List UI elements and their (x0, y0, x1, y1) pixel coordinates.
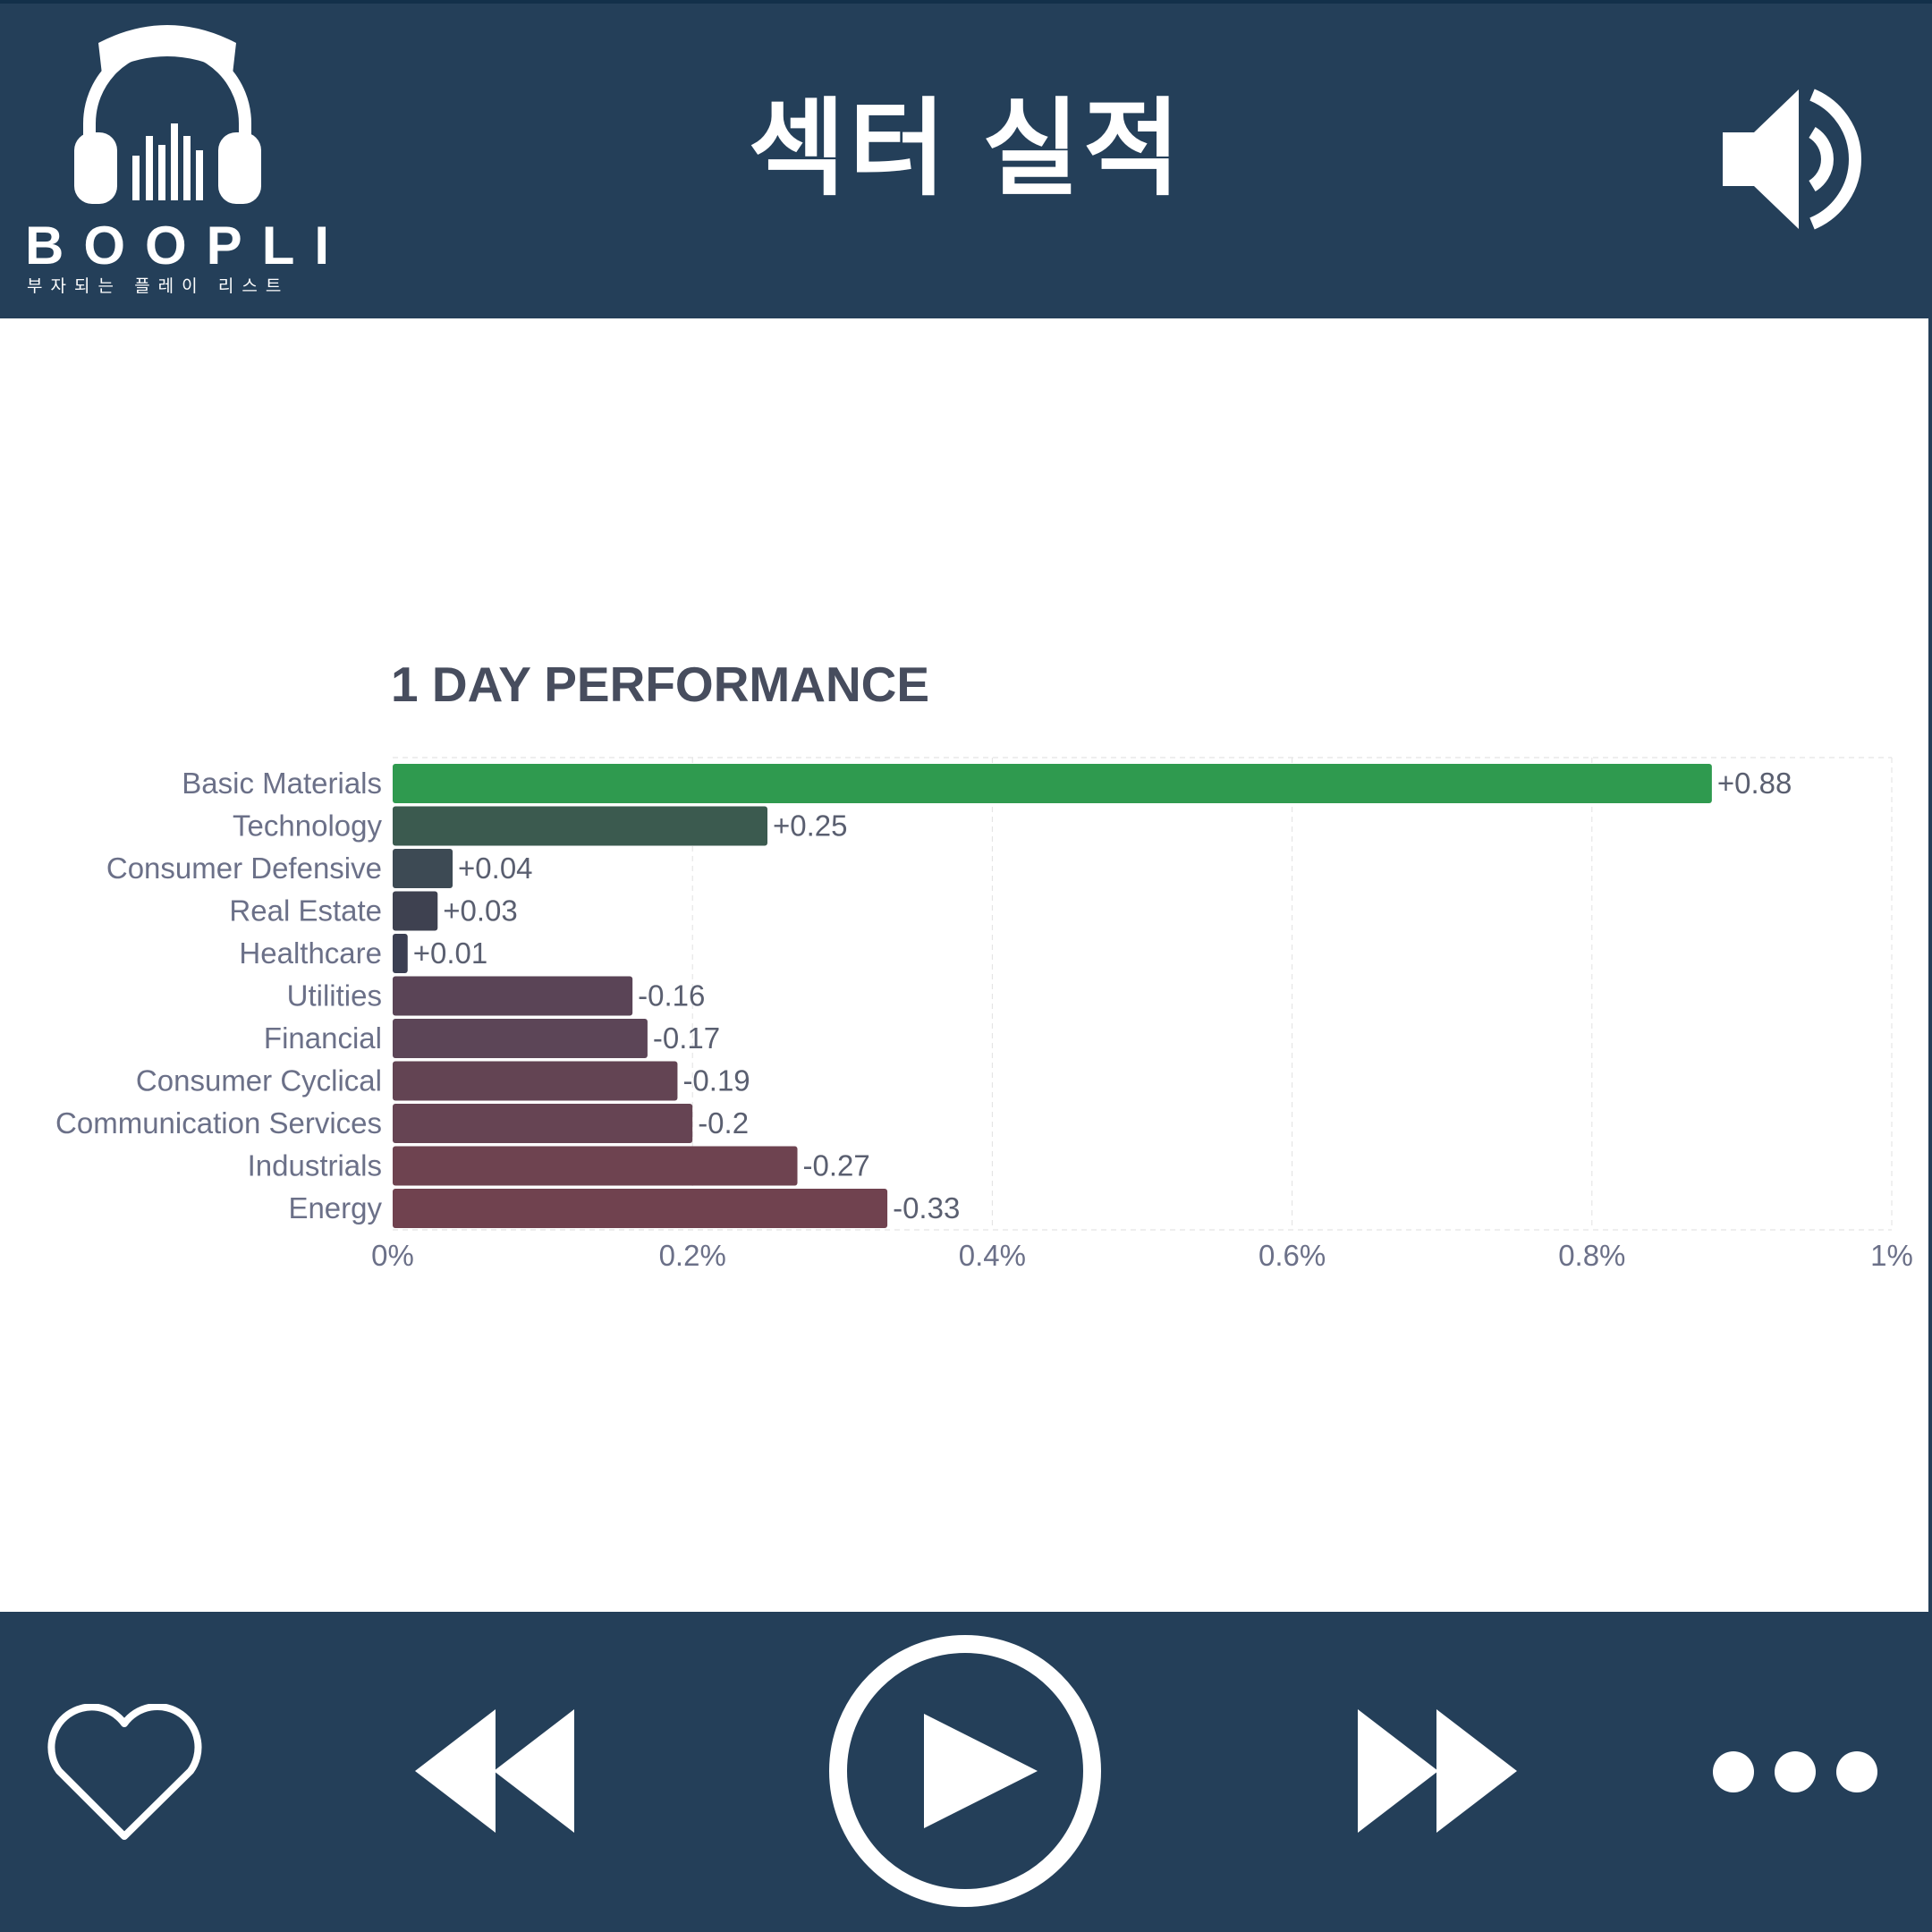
headphones-icon (74, 25, 261, 204)
bar (393, 1019, 648, 1058)
data-label: -0.19 (682, 1064, 750, 1097)
data-label: +0.03 (443, 894, 518, 928)
bar (393, 764, 1712, 803)
frame-edge (1928, 318, 1932, 1612)
bar (393, 1189, 888, 1228)
x-tick-label: 0.6% (1258, 1239, 1326, 1272)
play-icon (924, 1714, 1038, 1828)
bar (393, 934, 408, 973)
logo-tagline: 부자되는 플레이 리스트 (27, 277, 290, 296)
category-label: Consumer Cyclical (136, 1064, 382, 1097)
chart-title: 1 DAY PERFORMANCE (391, 657, 930, 712)
category-label: Industrials (248, 1149, 382, 1182)
bar (393, 849, 453, 888)
header-bar (0, 0, 1932, 318)
logo-wordmark: BOOPLI (25, 216, 350, 275)
data-label: -0.16 (638, 979, 705, 1013)
page-title: 섹터 실적 (748, 90, 1184, 208)
heart-icon[interactable] (47, 1704, 203, 1843)
category-label: Basic Materials (182, 767, 382, 800)
data-label: +0.04 (458, 852, 533, 885)
category-label: Healthcare (239, 936, 382, 970)
bar (393, 891, 438, 931)
data-label: +0.88 (1717, 767, 1792, 800)
data-label: -0.33 (893, 1191, 960, 1224)
fast-forward-icon[interactable] (1358, 1709, 1517, 1833)
category-label: Communication Services (55, 1106, 382, 1140)
x-tick-label: 1% (1870, 1239, 1913, 1272)
x-tick-label: 0.2% (659, 1239, 726, 1272)
bar (393, 976, 633, 1016)
x-tick-label: 0.8% (1558, 1239, 1625, 1272)
bar (393, 1061, 678, 1101)
category-label: Energy (288, 1191, 382, 1224)
category-label: Utilities (287, 979, 382, 1013)
data-label: -0.17 (653, 1021, 720, 1055)
data-label: +0.01 (413, 936, 488, 970)
bar (393, 1104, 693, 1143)
more-icon[interactable] (1712, 1750, 1878, 1793)
bar-chart: 0% 0.2% 0.4% 0.6% 0.8% 1% Basic Materials +0.88… (55, 757, 1913, 1272)
rewind-icon[interactable] (415, 1709, 574, 1833)
play-button[interactable] (827, 1633, 1103, 1909)
speaker-icon[interactable] (1723, 88, 1870, 233)
bar (393, 806, 767, 846)
bar (393, 1146, 798, 1186)
category-label: Real Estate (229, 894, 382, 928)
data-label: +0.25 (773, 809, 848, 843)
data-label: -0.2 (698, 1106, 749, 1140)
category-label: Financial (264, 1021, 382, 1055)
data-label: -0.27 (803, 1149, 870, 1182)
category-label: Technology (233, 809, 382, 843)
x-tick-label: 0.4% (959, 1239, 1026, 1272)
category-label: Consumer Defensive (106, 852, 382, 885)
x-tick-label: 0% (371, 1239, 414, 1272)
